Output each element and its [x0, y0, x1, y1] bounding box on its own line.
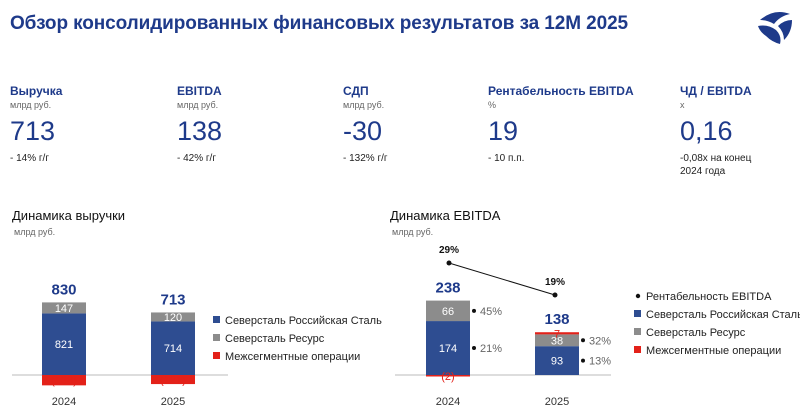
category-label: 2025 [161, 396, 185, 408]
bar-segment [42, 313, 86, 375]
kpi-unit: млрд руб. [10, 100, 52, 110]
kpi-revenue: Выручка млрд руб. 713 - 14% г/г [10, 84, 170, 165]
segment-share-label: 45% [480, 306, 502, 318]
revenue-section-unit: млрд руб. [14, 227, 56, 237]
legend-label: Межсегментные операции [646, 345, 781, 357]
legend-label: Северсталь Российская Сталь [225, 315, 382, 327]
share-marker [472, 346, 476, 351]
legend-swatch [634, 346, 641, 353]
share-marker [472, 308, 476, 313]
category-label: 2025 [545, 396, 569, 408]
kpi-unit: x [680, 100, 685, 110]
kpi-value: 713 [10, 116, 56, 146]
bar-value-label: 714 [164, 343, 182, 355]
kpi-net-debt-ebitda: ЧД / EBITDA x 0,16 -0,08x на конец 2024 … [680, 84, 795, 178]
legend-label: Рентабельность EBITDA [646, 291, 772, 303]
bar-segment [42, 375, 86, 386]
bar-value-label: (2) [441, 371, 454, 383]
segment-share-label: 21% [480, 343, 502, 355]
bar-segment [151, 312, 195, 322]
bar-segment [42, 302, 86, 314]
legend-swatch [634, 310, 641, 317]
category-label: 2024 [52, 396, 76, 408]
kpi-name: EBITDA [177, 84, 222, 98]
bar-segment [535, 332, 579, 335]
bar-segment [426, 375, 470, 377]
bar-value-label: 120 [164, 312, 182, 324]
revenue-section-title: Динамика выручки [12, 208, 126, 223]
bar-segment [535, 334, 579, 347]
margin-label: 19% [545, 277, 565, 288]
bar-value-label: 174 [439, 343, 457, 355]
bar-value-label: 821 [55, 339, 73, 351]
share-marker [581, 338, 585, 343]
legend-swatch [213, 316, 220, 323]
kpi-ebitda: EBITDA млрд руб. 138 - 42% г/г [177, 84, 337, 165]
bar-segment [426, 300, 470, 322]
kpi-name: СДП [343, 84, 369, 98]
bar-total-label: 238 [435, 280, 460, 297]
kpi-value: -30 [343, 116, 383, 146]
bar-segment [151, 375, 195, 385]
kpi-value: 19 [488, 116, 519, 146]
kpi-name: Выручка [10, 84, 63, 98]
segment-share-label: 32% [589, 335, 611, 347]
bar-total-label: 830 [51, 281, 76, 298]
legend-label: Северсталь Ресурс [225, 333, 325, 345]
kpi-name: Рентабельность EBITDA [488, 84, 634, 98]
kpi-delta: - 10 п.п. [488, 153, 525, 164]
bar-value-label: (121) [160, 375, 186, 387]
bar-segment [535, 346, 579, 375]
company-logo-icon [758, 12, 792, 44]
kpi-unit: млрд руб. [343, 100, 385, 110]
page-title: Обзор консолидированных финансовых резул… [10, 13, 629, 34]
legend-label: Северсталь Российская Сталь [646, 309, 800, 321]
legend-label: Межсегментные операции [225, 351, 360, 363]
kpi-ebitda-margin: Рентабельность EBITDA % 19 - 10 п.п. [488, 84, 648, 165]
bar-total-label: 713 [160, 291, 185, 308]
kpi-value: 138 [177, 116, 223, 146]
legend-swatch [634, 328, 641, 335]
kpi-delta: - 132% г/г [343, 153, 388, 164]
legend-label: Северсталь Ресурс [646, 327, 746, 339]
kpi-unit: млрд руб. [177, 100, 219, 110]
kpi-value: 0,16 [680, 116, 733, 146]
share-marker [581, 358, 585, 363]
margin-point [446, 260, 452, 266]
margin-label: 29% [439, 245, 459, 256]
bar-value-label: 147 [55, 303, 73, 315]
ebitda-section-title: Динамика EBITDA [390, 208, 501, 223]
bar-segment [426, 321, 470, 375]
legend-swatch [213, 352, 220, 359]
bar-total-label: 138 [544, 311, 569, 328]
kpi-delta: - 42% г/г [177, 153, 216, 164]
bar-value-label: 38 [551, 335, 563, 347]
legend-swatch [213, 334, 220, 341]
kpi-unit: % [488, 100, 497, 110]
category-label: 2024 [436, 396, 460, 408]
kpi-delta: - 14% г/г [10, 153, 49, 164]
bar-segment [151, 321, 195, 375]
margin-line [448, 262, 556, 296]
legend-line-marker [635, 293, 641, 299]
segment-share-label: 13% [589, 356, 611, 368]
bar-value-label: (138) [51, 375, 77, 387]
margin-point [552, 292, 558, 298]
bar-value-label: 66 [442, 306, 454, 318]
kpi-name: ЧД / EBITDA [680, 84, 752, 98]
kpi-delta: -0,08x на конец 2024 года [680, 153, 752, 177]
ebitda-section-unit: млрд руб. [392, 227, 434, 237]
bar-value-label: 7 [554, 328, 560, 340]
bar-value-label: 93 [551, 356, 563, 368]
revenue-chart: 821 147 (138) 830 2024 714 120 (121) 713 2025 Севе… [12, 281, 382, 408]
kpi-fcf: СДП млрд руб. -30 - 132% г/г [343, 84, 503, 165]
